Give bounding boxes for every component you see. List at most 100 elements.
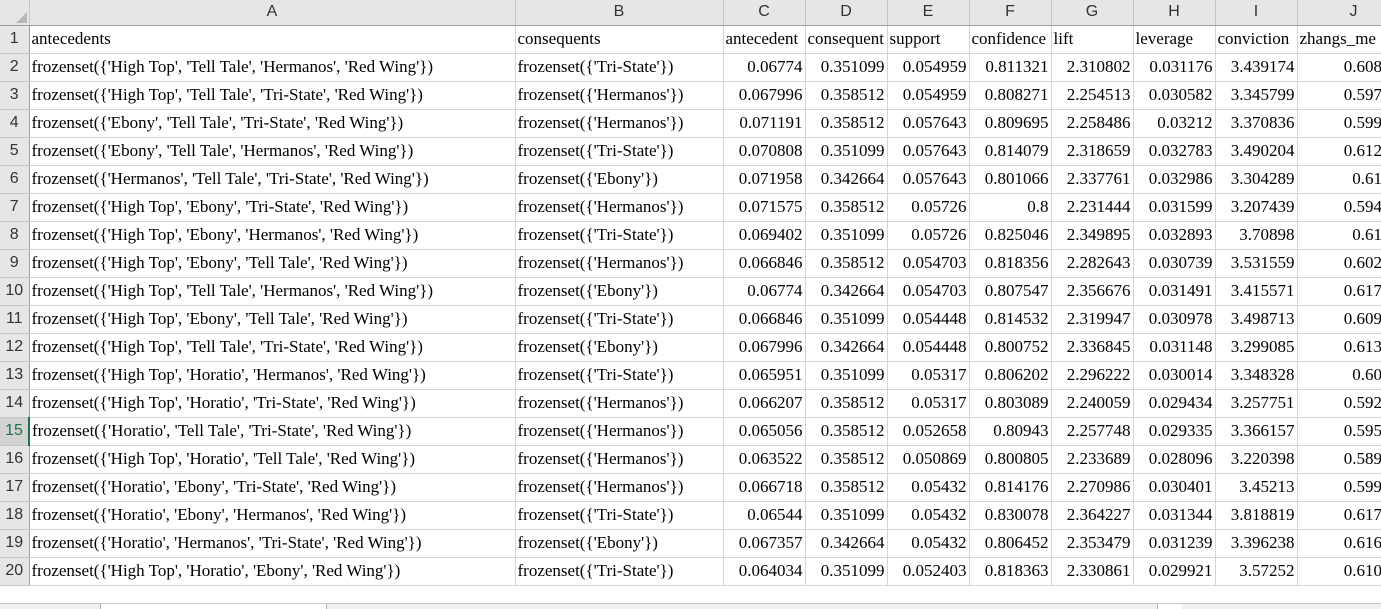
cell-f12[interactable]: 0.800752 bbox=[969, 333, 1052, 362]
cell-i16[interactable]: 3.220398 bbox=[1215, 445, 1298, 474]
cell-f18[interactable]: 0.830078 bbox=[969, 501, 1052, 530]
cell-f3[interactable]: 0.808271 bbox=[969, 81, 1052, 110]
cell-j8[interactable]: 0.61729 bbox=[1297, 221, 1381, 250]
cell-h17[interactable]: 0.030401 bbox=[1133, 473, 1216, 502]
cell-b16[interactable]: frozenset({'Hermanos'}) bbox=[515, 445, 724, 474]
column-header-g[interactable]: G bbox=[1051, 0, 1134, 26]
column-header-j[interactable]: J bbox=[1297, 0, 1381, 26]
cell-c20[interactable]: 0.064034 bbox=[723, 557, 806, 586]
cell-c13[interactable]: 0.065951 bbox=[723, 361, 806, 390]
cell-b11[interactable]: frozenset({'Tri-State'}) bbox=[515, 305, 724, 334]
cell-i14[interactable]: 3.257751 bbox=[1215, 389, 1298, 418]
cell-a14[interactable]: frozenset({'High Top', 'Horatio', 'Tri-S… bbox=[29, 389, 516, 418]
cell-h18[interactable]: 0.031344 bbox=[1133, 501, 1216, 530]
cell-b19[interactable]: frozenset({'Ebony'}) bbox=[515, 529, 724, 558]
cell-c16[interactable]: 0.063522 bbox=[723, 445, 806, 474]
row-header[interactable]: 10 bbox=[0, 277, 30, 306]
cell-g18[interactable]: 2.364227 bbox=[1051, 501, 1134, 530]
row-header[interactable]: 8 bbox=[0, 221, 30, 250]
cell-a16[interactable]: frozenset({'High Top', 'Horatio', 'Tell … bbox=[29, 445, 516, 474]
cell-e17[interactable]: 0.05432 bbox=[887, 473, 970, 502]
cell-a11[interactable]: frozenset({'High Top', 'Ebony', 'Tell Ta… bbox=[29, 305, 516, 334]
cell-f8[interactable]: 0.825046 bbox=[969, 221, 1052, 250]
cell-i17[interactable]: 3.45213 bbox=[1215, 473, 1298, 502]
cell-f10[interactable]: 0.807547 bbox=[969, 277, 1052, 306]
cell-g8[interactable]: 2.349895 bbox=[1051, 221, 1134, 250]
cell-j19[interactable]: 0.616631 bbox=[1297, 529, 1381, 558]
cell-h4[interactable]: 0.03212 bbox=[1133, 109, 1216, 138]
row-header[interactable]: 14 bbox=[0, 389, 30, 418]
cell-c2[interactable]: 0.06774 bbox=[723, 53, 806, 82]
cell-d1[interactable]: consequent bbox=[805, 25, 888, 54]
cell-a13[interactable]: frozenset({'High Top', 'Horatio', 'Herma… bbox=[29, 361, 516, 390]
cell-c15[interactable]: 0.065056 bbox=[723, 417, 806, 446]
column-header-d[interactable]: D bbox=[805, 0, 888, 26]
cell-j6[interactable]: 0.61661 bbox=[1297, 165, 1381, 194]
cell-h8[interactable]: 0.032893 bbox=[1133, 221, 1216, 250]
cell-d19[interactable]: 0.342664 bbox=[805, 529, 888, 558]
cell-g2[interactable]: 2.310802 bbox=[1051, 53, 1134, 82]
cell-h10[interactable]: 0.031491 bbox=[1133, 277, 1216, 306]
row-header[interactable]: 1 bbox=[0, 25, 30, 54]
row-header[interactable]: 4 bbox=[0, 109, 30, 138]
cell-f1[interactable]: confidence bbox=[969, 25, 1052, 54]
cell-j11[interactable]: 0.609712 bbox=[1297, 305, 1381, 334]
cell-f4[interactable]: 0.809695 bbox=[969, 109, 1052, 138]
cell-c9[interactable]: 0.066846 bbox=[723, 249, 806, 278]
cell-j7[interactable]: 0.594404 bbox=[1297, 193, 1381, 222]
cell-g15[interactable]: 2.257748 bbox=[1051, 417, 1134, 446]
cell-e1[interactable]: support bbox=[887, 25, 970, 54]
cell-j15[interactable]: 0.595844 bbox=[1297, 417, 1381, 446]
cell-b8[interactable]: frozenset({'Tri-State'}) bbox=[515, 221, 724, 250]
cell-d15[interactable]: 0.358512 bbox=[805, 417, 888, 446]
cell-b9[interactable]: frozenset({'Hermanos'}) bbox=[515, 249, 724, 278]
cell-a5[interactable]: frozenset({'Ebony', 'Tell Tale', 'Herman… bbox=[29, 137, 516, 166]
cell-f5[interactable]: 0.814079 bbox=[969, 137, 1052, 166]
cell-a10[interactable]: frozenset({'High Top', 'Tell Tale', 'Her… bbox=[29, 277, 516, 306]
cell-h15[interactable]: 0.029335 bbox=[1133, 417, 1216, 446]
cell-g7[interactable]: 2.231444 bbox=[1051, 193, 1134, 222]
column-header-b[interactable]: B bbox=[515, 0, 724, 26]
cell-e2[interactable]: 0.054959 bbox=[887, 53, 970, 82]
cell-e14[interactable]: 0.05317 bbox=[887, 389, 970, 418]
cell-d3[interactable]: 0.358512 bbox=[805, 81, 888, 110]
cell-c6[interactable]: 0.071958 bbox=[723, 165, 806, 194]
cell-i5[interactable]: 3.490204 bbox=[1215, 137, 1298, 166]
cell-d12[interactable]: 0.342664 bbox=[805, 333, 888, 362]
cell-e9[interactable]: 0.054703 bbox=[887, 249, 970, 278]
cell-h9[interactable]: 0.030739 bbox=[1133, 249, 1216, 278]
cell-c19[interactable]: 0.067357 bbox=[723, 529, 806, 558]
cell-f7[interactable]: 0.8 bbox=[969, 193, 1052, 222]
cell-e12[interactable]: 0.054448 bbox=[887, 333, 970, 362]
cell-b18[interactable]: frozenset({'Tri-State'}) bbox=[515, 501, 724, 530]
select-all-button[interactable] bbox=[0, 0, 30, 26]
cell-e10[interactable]: 0.054703 bbox=[887, 277, 970, 306]
cell-j4[interactable]: 0.599936 bbox=[1297, 109, 1381, 138]
row-header[interactable]: 5 bbox=[0, 137, 30, 166]
cell-e20[interactable]: 0.052403 bbox=[887, 557, 970, 586]
cell-h20[interactable]: 0.029921 bbox=[1133, 557, 1216, 586]
column-header-e[interactable]: E bbox=[887, 0, 970, 26]
cell-e18[interactable]: 0.05432 bbox=[887, 501, 970, 530]
cell-g17[interactable]: 2.270986 bbox=[1051, 473, 1134, 502]
cell-b10[interactable]: frozenset({'Ebony'}) bbox=[515, 277, 724, 306]
row-header[interactable]: 12 bbox=[0, 333, 30, 362]
row-header[interactable]: 18 bbox=[0, 501, 30, 530]
cell-g13[interactable]: 2.296222 bbox=[1051, 361, 1134, 390]
cell-c4[interactable]: 0.071191 bbox=[723, 109, 806, 138]
cell-a9[interactable]: frozenset({'High Top', 'Ebony', 'Tell Ta… bbox=[29, 249, 516, 278]
cell-f11[interactable]: 0.814532 bbox=[969, 305, 1052, 334]
column-header-h[interactable]: H bbox=[1133, 0, 1216, 26]
cell-d8[interactable]: 0.351099 bbox=[805, 221, 888, 250]
cell-c10[interactable]: 0.06774 bbox=[723, 277, 806, 306]
cell-g3[interactable]: 2.254513 bbox=[1051, 81, 1134, 110]
cell-a7[interactable]: frozenset({'High Top', 'Ebony', 'Tri-Sta… bbox=[29, 193, 516, 222]
cell-j18[interactable]: 0.617433 bbox=[1297, 501, 1381, 530]
row-header[interactable]: 17 bbox=[0, 473, 30, 502]
cell-b1[interactable]: consequents bbox=[515, 25, 724, 54]
cell-f14[interactable]: 0.803089 bbox=[969, 389, 1052, 418]
row-header[interactable]: 19 bbox=[0, 529, 30, 558]
cell-f17[interactable]: 0.814176 bbox=[969, 473, 1052, 502]
cell-d11[interactable]: 0.351099 bbox=[805, 305, 888, 334]
cell-h14[interactable]: 0.029434 bbox=[1133, 389, 1216, 418]
